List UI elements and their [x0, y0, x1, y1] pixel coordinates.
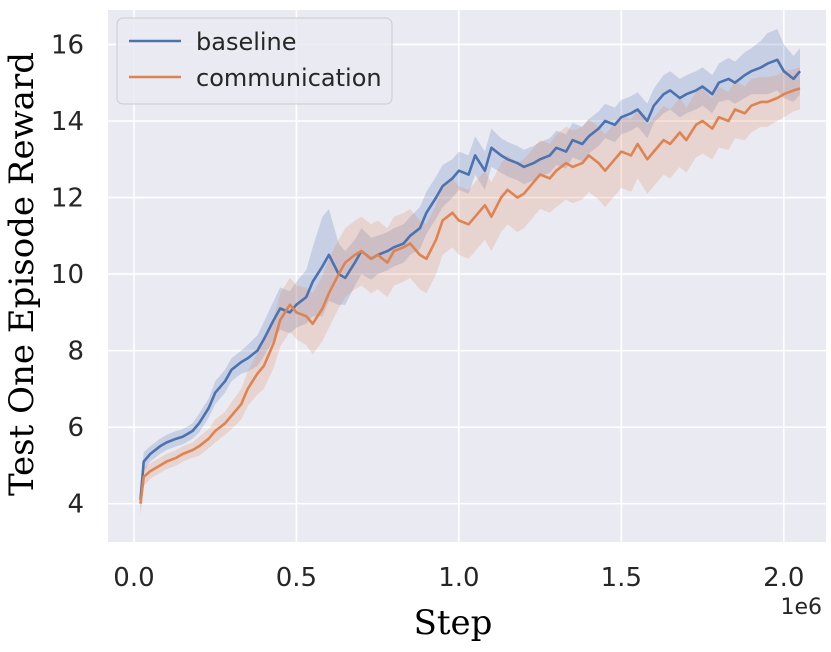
legend-box — [116, 17, 393, 105]
confidence-bands — [140, 29, 800, 518]
legend: baseline communication — [116, 17, 393, 105]
x-tick-label: 1.5 — [601, 563, 642, 593]
baseline-confidence-band — [140, 29, 800, 512]
x-tick-label: 1.0 — [438, 563, 479, 593]
y-tick-label: 4 — [67, 490, 84, 520]
legend-label-communication: communication — [196, 64, 382, 92]
y-axis-title: Test One Episode Reward — [2, 52, 42, 496]
communication-confidence-band — [140, 67, 800, 518]
y-tick-label: 16 — [51, 30, 84, 60]
legend-label-baseline: baseline — [196, 28, 297, 56]
grid-lines — [108, 10, 826, 542]
communication-series-line — [139, 87, 801, 504]
y-tick-label: 6 — [67, 413, 84, 443]
x-axis-title: Step — [414, 603, 493, 643]
y-tick-label: 10 — [51, 260, 84, 290]
x-tick-label: 0.0 — [113, 563, 154, 593]
baseline-series-line — [139, 58, 801, 501]
y-tick-label: 8 — [67, 337, 84, 367]
x-axis-offset-label: 1e6 — [780, 595, 822, 620]
y-tick-label: 12 — [51, 184, 84, 214]
series-lines — [139, 58, 801, 504]
y-tick-label: 14 — [51, 107, 84, 137]
y-tick-labels: 4 6 8 10 12 14 16 — [51, 30, 84, 519]
x-tick-labels: 0.0 0.5 1.0 1.5 2.0 — [113, 563, 804, 593]
x-tick-label: 2.0 — [763, 563, 804, 593]
x-tick-label: 0.5 — [276, 563, 317, 593]
